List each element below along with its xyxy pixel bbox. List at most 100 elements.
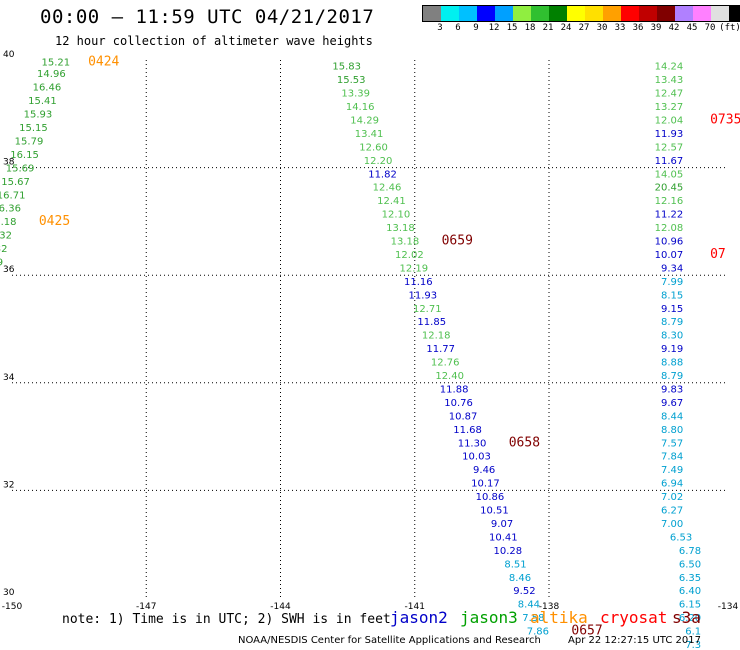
mission-altika: altika — [530, 608, 588, 627]
swh-value-s3a: 8.79 — [661, 317, 683, 328]
legend-swatch — [603, 6, 621, 21]
legend-label: 27 — [578, 23, 590, 33]
swh-value-s3a: 10.07 — [655, 250, 684, 261]
swh-value-s3a: 9.67 — [661, 398, 683, 409]
legend-swatch — [423, 6, 441, 21]
swh-value-jason3: 12.02 — [395, 250, 424, 261]
mission-jason2: jason2 — [390, 608, 448, 627]
swh-value-s3a: 6.15 — [679, 600, 701, 611]
legend-label: 36 — [632, 23, 644, 33]
swh-value-s3a: 8.79 — [661, 371, 683, 382]
x-tick-label: -134 — [718, 602, 739, 612]
legend-label: 18 — [524, 23, 536, 33]
swh-value-jason3: 15.83 — [332, 62, 361, 73]
swh-value-jason3: 10.51 — [480, 506, 509, 517]
swh-value-s3a: 7.57 — [661, 438, 683, 449]
footer-timestamp: Apr 22 12:27:15 UTC 2017 — [568, 635, 701, 646]
swh-value-jason3: 8.51 — [504, 559, 526, 570]
swh-value-s3a: 12.47 — [655, 89, 684, 100]
swh-value-jason3: 10.86 — [476, 492, 505, 503]
swh-value-s3a: 7.3 — [685, 640, 701, 650]
legend-swatches — [422, 5, 740, 22]
swh-value-s3a: 7.49 — [661, 465, 683, 476]
swh-value-s3a: 6.78 — [679, 546, 701, 557]
swh-value-s3a: 6.94 — [661, 479, 683, 490]
swh-value-altika: 15.69 — [6, 163, 35, 174]
swh-value-jason3: 10.41 — [489, 532, 518, 543]
swh-value-s3a: 8.30 — [661, 331, 683, 342]
y-tick-label: 34 — [3, 373, 15, 383]
swh-value-s3a: 6.1 — [685, 627, 701, 638]
swh-value-altika: 15.41 — [28, 96, 57, 107]
swh-value-s3a: 11.22 — [655, 210, 684, 221]
swh-value-s3a: 14.24 — [655, 62, 684, 73]
swh-value-jason3: 14.29 — [350, 115, 379, 126]
swh-value-s3a: 6.27 — [661, 506, 683, 517]
swh-value-jason3: 10.87 — [449, 411, 478, 422]
color-legend: 3 6 9 12 15 18 21 24 27 30 33 36 39 42 45 70 (ft) — [422, 5, 740, 34]
legend-label: 12 — [488, 23, 500, 33]
legend-label: 42 — [668, 23, 680, 33]
swh-value-altika: 16.46 — [33, 83, 62, 94]
swh-value-s3a: 7.02 — [661, 492, 683, 503]
swh-value-jason3: 13.18 — [386, 223, 415, 234]
legend-label: 45 — [686, 23, 698, 33]
time-label: 0424 — [88, 54, 119, 69]
swh-value-s3a: 8.80 — [661, 425, 683, 436]
legend-labels: 3 6 9 12 15 18 21 24 27 30 33 36 39 42 45 70 (ft) — [422, 22, 740, 34]
x-tick-label: -141 — [405, 602, 425, 612]
swh-value-s3a: 7.00 — [661, 519, 683, 530]
swh-value-jason3: 9.52 — [513, 586, 535, 597]
time-label: 0659 — [442, 234, 473, 249]
swh-value-jason3: 7.58 — [522, 613, 544, 624]
page-subtitle: 12 hour collection of altimeter wave hei… — [55, 34, 373, 48]
swh-value-s3a: 12.16 — [655, 196, 684, 207]
swh-value-altika: 15.79 — [15, 136, 44, 147]
swh-value-s3a: 13.43 — [655, 75, 684, 86]
swh-value-jason3: 13.39 — [341, 89, 370, 100]
legend-swatch — [549, 6, 567, 21]
swh-value-jason3: 11.30 — [458, 438, 487, 449]
legend-label: 15 — [506, 23, 518, 33]
legend-label: 33 — [614, 23, 626, 33]
swh-value-altika: 15.67 — [1, 177, 30, 188]
swh-value-jason3: 12.60 — [359, 142, 388, 153]
legend-swatch — [459, 6, 477, 21]
swh-value-altika: 16.32 — [0, 231, 12, 242]
legend-swatch — [495, 6, 513, 21]
legend-swatch — [621, 6, 639, 21]
swh-value-s3a: 11.93 — [655, 129, 684, 140]
legend-swatch — [675, 6, 693, 21]
legend-swatch — [585, 6, 603, 21]
legend-label: 24 — [560, 23, 572, 33]
legend-label: 70 — [704, 23, 716, 33]
swh-value-jason3: 7.86 — [527, 627, 549, 638]
legend-label: 39 — [650, 23, 662, 33]
swh-value-s3a: 12.57 — [655, 142, 684, 153]
swh-value-jason3: 8.46 — [509, 573, 531, 584]
swh-value-jason3: 12.71 — [413, 304, 442, 315]
legend-swatch — [639, 6, 657, 21]
time-label: 0425 — [39, 214, 70, 229]
legend-swatch — [477, 6, 495, 21]
swh-value-s3a: 6.53 — [670, 532, 692, 543]
legend-label: 6 — [455, 23, 461, 33]
y-tick-label: 40 — [3, 50, 15, 60]
swh-value-altika: 18.32 — [0, 244, 8, 255]
swh-value-jason3: 9.07 — [491, 519, 513, 530]
legend-label: 30 — [596, 23, 608, 33]
swh-value-jason3: 11.77 — [426, 344, 455, 355]
swh-value-s3a: 8.88 — [661, 358, 683, 369]
swh-value-jason3: 11.68 — [453, 425, 482, 436]
swh-value-jason3: 12.18 — [422, 331, 451, 342]
legend-label: 9 — [473, 23, 479, 33]
legend-label: (ft) — [719, 23, 740, 33]
y-tick-label: 36 — [3, 265, 15, 275]
time-label: 0657 — [571, 624, 602, 639]
swh-value-jason3: 10.76 — [444, 398, 473, 409]
swh-value-jason3: 13.18 — [391, 237, 420, 248]
swh-value-jason3: 9.46 — [473, 465, 495, 476]
swh-value-altika: 14.96 — [37, 69, 66, 80]
swh-value-jason3: 12.76 — [431, 358, 460, 369]
legend-swatch — [567, 6, 585, 21]
